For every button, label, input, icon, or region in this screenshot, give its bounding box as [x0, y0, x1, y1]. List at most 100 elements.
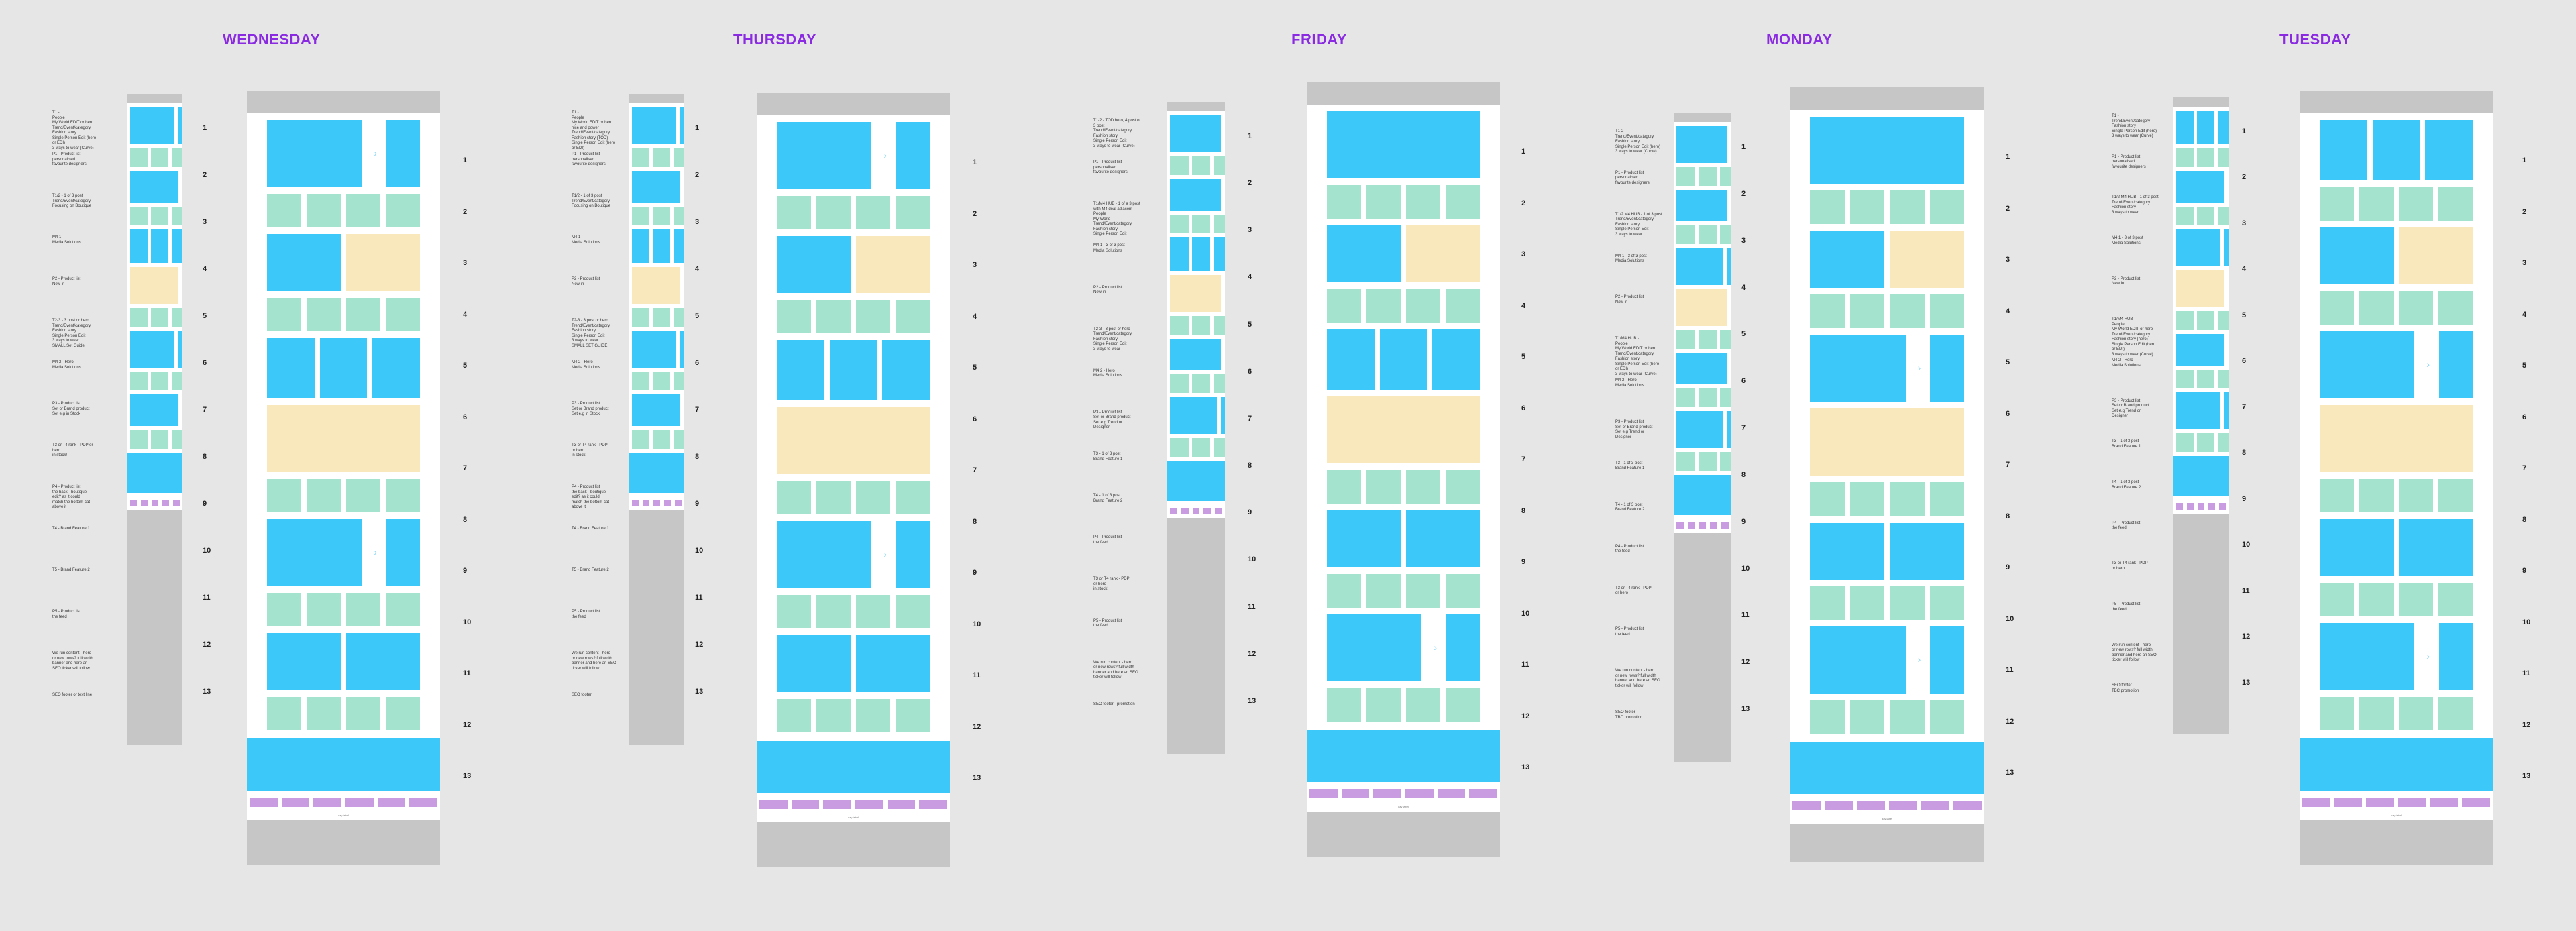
mobile-footer-bar — [1674, 533, 1731, 762]
mobile-row-9 — [1676, 388, 1731, 407]
content-tile — [1379, 329, 1428, 390]
row-number: 12 — [2006, 717, 2015, 726]
mobile-nav-strip — [127, 500, 182, 506]
section-row-5: › — [2320, 331, 2473, 398]
mobile-row-9 — [1170, 374, 1225, 393]
nav-chip — [1341, 789, 1370, 798]
row-number: 1 — [1741, 143, 1746, 151]
product-tile — [1720, 388, 1731, 407]
chevron-right-icon: › — [2426, 651, 2430, 661]
product-tile — [632, 308, 650, 327]
product-tile — [1327, 470, 1361, 504]
mobile-row-4 — [130, 207, 182, 225]
row-number: 8 — [203, 453, 207, 461]
section-row-2 — [267, 194, 420, 227]
row-number: 8 — [695, 453, 700, 461]
annotation-note: P5 - Product list the feed — [52, 610, 81, 619]
section-row-8 — [2320, 519, 2473, 576]
product-tile — [896, 481, 930, 514]
product-tile — [632, 207, 650, 225]
mobile-row-1 — [1170, 115, 1225, 152]
media-banner — [2176, 270, 2224, 307]
product-tile — [777, 300, 811, 333]
product-tile — [2320, 187, 2354, 221]
hero-tile — [1676, 411, 1723, 448]
row-number: 8 — [2522, 515, 2527, 524]
side-tile — [1930, 335, 1964, 402]
desktop-footer-bar — [2300, 820, 2493, 865]
content-tile — [856, 635, 930, 692]
product-tile — [1698, 452, 1717, 471]
mobile-row-9 — [2176, 370, 2229, 388]
mobile-row-2 — [1676, 167, 1731, 186]
product-tile — [2359, 697, 2394, 730]
row-number: 1 — [2006, 153, 2010, 161]
mobile-row-3 — [1170, 179, 1225, 211]
product-tile — [1406, 574, 1440, 608]
row-number: 11 — [1248, 602, 1256, 611]
desktop-footer-bar — [1307, 812, 1500, 857]
row-number: 5 — [1248, 320, 1252, 329]
section-row-5 — [1327, 329, 1480, 390]
row-number: 8 — [463, 515, 468, 524]
desktop-wireframe: › › day label — [757, 93, 950, 867]
annotation-note: We run content - hero or new rows? full … — [1093, 660, 1138, 680]
product-tile — [1366, 185, 1401, 219]
product-tile — [1810, 482, 1845, 516]
product-tile — [1849, 482, 1884, 516]
product-tile — [674, 148, 684, 167]
product-tile — [307, 697, 341, 730]
product-tile — [267, 697, 301, 730]
desktop-content-banner — [1790, 742, 1984, 794]
annotation-note: M4 1 - 3 of 3 post Media Solutions — [1093, 243, 1125, 253]
nav-chip — [409, 798, 438, 807]
product-tile — [674, 372, 684, 390]
row-number: 5 — [1521, 353, 1526, 362]
hero-banner — [1810, 117, 1964, 184]
row-number: 10 — [1521, 609, 1530, 618]
product-tile — [1890, 190, 1925, 224]
product-tile — [1698, 330, 1717, 349]
product-tile — [1191, 215, 1211, 233]
product-tile — [1327, 185, 1361, 219]
row-number: 1 — [463, 156, 468, 164]
desktop-wireframe: › › day label — [1790, 87, 1984, 862]
row-number: 7 — [1248, 414, 1252, 423]
annotation-note: T1-2 - TOD hero, 4 post or 3 post Trend/… — [1093, 119, 1141, 148]
mobile-row-6 — [130, 267, 182, 304]
row-number: 6 — [463, 413, 468, 421]
product-tile — [346, 194, 380, 227]
product-tile — [267, 593, 301, 626]
content-tile — [151, 229, 169, 263]
product-tile — [2218, 207, 2229, 225]
media-tile — [856, 236, 930, 293]
content-tile — [1170, 179, 1221, 211]
nav-chip — [1699, 522, 1707, 529]
nav-chip — [855, 800, 883, 809]
mobile-header-bar — [1674, 113, 1731, 122]
section-row-3 — [1810, 231, 1964, 288]
mobile-row-2 — [130, 148, 182, 167]
annotation-note: T2-3 - 3 post or hero Trend/Event/catego… — [52, 319, 91, 348]
section-row-6 — [1810, 408, 1964, 476]
product-tile — [896, 595, 930, 628]
product-tile — [2399, 697, 2433, 730]
content-tile — [2176, 334, 2224, 366]
media-banner — [777, 407, 930, 474]
mobile-content-banner — [1167, 461, 1225, 501]
product-tile — [1890, 482, 1925, 516]
row-number: 3 — [463, 259, 468, 268]
content-tile — [2320, 519, 2394, 576]
annotation-note: T1 - Trend/Event/category Fashion story … — [2112, 114, 2157, 138]
product-tile — [386, 593, 420, 626]
product-tile — [1406, 470, 1440, 504]
row-number: 5 — [203, 312, 207, 320]
mobile-row-10 — [130, 394, 182, 426]
row-number: 6 — [203, 359, 207, 367]
product-tile — [653, 430, 671, 449]
mobile-header-bar — [629, 94, 684, 103]
annotation-note: T3 or T4 rank - PDP or hero — [1615, 586, 1652, 596]
mobile-row-3 — [1676, 190, 1731, 221]
row-number: 9 — [2242, 494, 2247, 503]
section-row-3 — [777, 236, 930, 293]
